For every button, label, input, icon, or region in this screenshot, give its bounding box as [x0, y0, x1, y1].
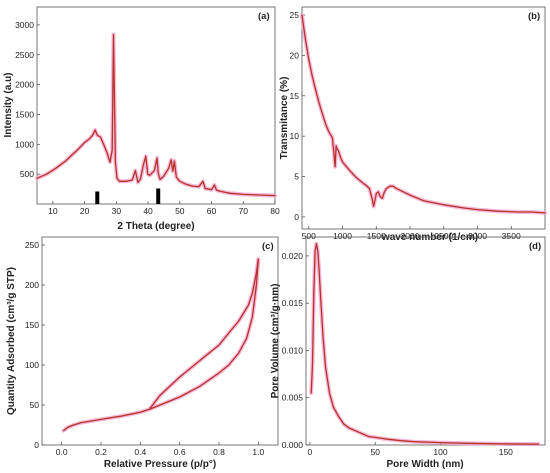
ytick-label: 100	[25, 360, 39, 370]
ytick-label: 2000	[15, 80, 34, 90]
panel-d: (d) Pore Width (nm) Pore Volume (cm³/g·n…	[270, 236, 546, 470]
xtick-label: 10	[48, 206, 58, 216]
panel-b-ticks: 500 1000 1500 2000 2500 3000 3500 0 5 10 15 20 25	[290, 10, 521, 241]
ytick-label: 0.020	[282, 251, 304, 261]
series-line	[149, 258, 259, 409]
panel-d-label: (d)	[529, 241, 541, 252]
panel-a-lines	[36, 33, 276, 197]
panel-c-xlabel: Relative Pressure (p/p°)	[104, 459, 216, 470]
xtick-label: 0	[308, 447, 313, 457]
xtick-label: 2500	[434, 231, 453, 241]
series-halo	[300, 13, 547, 215]
xtick-label: 50	[175, 206, 185, 216]
panel-d-frame	[305, 236, 546, 446]
xtick-label: 0.2	[95, 447, 107, 457]
ytick-label: 15	[290, 91, 300, 101]
ytick-label: 1500	[15, 109, 34, 119]
panel-b-halo	[300, 13, 547, 215]
panel-d-halo	[309, 241, 541, 447]
panel-d-lines	[310, 242, 540, 445]
panel-a-frame	[36, 6, 276, 205]
xtick-label: 3000	[468, 231, 487, 241]
panel-b-lines	[301, 14, 546, 214]
ytick-label: 5	[294, 172, 299, 182]
ytick-label: 500	[20, 169, 34, 179]
xtick-label: 50	[370, 447, 380, 457]
panel-a-ylabel: Intensity (a.u)	[3, 72, 14, 137]
ytick-label: 0.015	[282, 298, 304, 308]
ytick-label: 50	[30, 400, 40, 410]
ytick-label: 150	[25, 320, 39, 330]
panel-a-markers	[95, 188, 161, 204]
ytick-label: 10	[290, 131, 300, 141]
panel-c: (c) Relative Pressure (p/p°) Quantity Ad…	[6, 236, 279, 470]
panel-b-label: (b)	[528, 11, 540, 22]
xtick-label: 3500	[502, 231, 521, 241]
panel-b: (b) wave number (1/cm) Transmitance (%) …	[279, 6, 547, 243]
ytick-label: 0	[34, 440, 39, 450]
xtick-label: 0.6	[174, 447, 186, 457]
panel-a-label: (a)	[258, 11, 270, 22]
xtick-label: 20	[80, 206, 90, 216]
ytick-label: 250	[25, 240, 39, 250]
xtick-label: 30	[112, 206, 122, 216]
xtick-label: 60	[207, 206, 217, 216]
xtick-label: 0.4	[134, 447, 146, 457]
ytick-label: 20	[290, 50, 300, 60]
xtick-label: 2000	[401, 231, 420, 241]
ytick-label: 25	[290, 10, 300, 20]
panel-a-xlabel: 2 Theta (degree)	[117, 221, 194, 232]
ytick-label: 0	[294, 212, 299, 222]
panel-c-label: (c)	[262, 241, 274, 252]
reference-marker	[95, 191, 100, 204]
xtick-label: 70	[239, 206, 249, 216]
panel-b-xlabel: wave number (1/cm)	[381, 232, 478, 243]
xtick-label: 1.0	[252, 447, 264, 457]
panel-c-frame	[41, 236, 279, 446]
panel-d-ylabel: Pore Volume (cm³/g·nm)	[270, 284, 281, 399]
ytick-label: 3000	[15, 20, 34, 30]
xtick-label: 100	[433, 447, 447, 457]
ytick-label: 2500	[15, 50, 34, 60]
ytick-label: 0.000	[282, 440, 304, 450]
ytick-label: 0.005	[282, 393, 304, 403]
panel-b-frame	[301, 6, 546, 230]
series-halo	[309, 241, 541, 447]
xtick-label: 40	[143, 206, 153, 216]
panel-d-ticks: 0 50 100 150 0.000 0.005 0.010 0.015 0.020	[282, 251, 513, 457]
series-halo	[148, 257, 261, 411]
panel-a-ticks: 10 20 30 40 50 60 70 80 500 1000 1500 2000 2500 3000	[15, 20, 280, 216]
xtick-label: 80	[270, 206, 280, 216]
panel-c-ticks: 0.0 0.2 0.4 0.6 0.8 1.0 0 50 100 150 200 250	[25, 240, 265, 457]
panel-a-halo	[35, 32, 277, 198]
xtick-label: 1500	[367, 231, 386, 241]
panel-a: (a) 2 Theta (degree) Intensity (a.u) 10 2…	[3, 6, 280, 232]
panel-d-xlabel: Pore Width (nm)	[386, 459, 463, 470]
series-line	[36, 33, 276, 197]
series-halo	[35, 32, 277, 198]
ytick-label: 0.010	[282, 345, 304, 355]
series-line	[301, 14, 546, 214]
series-line	[62, 258, 259, 432]
xtick-label: 0.0	[56, 447, 68, 457]
xtick-label: 1000	[333, 231, 352, 241]
panel-c-ylabel: Quantity Adsorbed (cm³/g STP)	[6, 267, 17, 415]
reference-marker	[156, 188, 161, 204]
panel-b-ylabel: Transmitance (%)	[279, 77, 290, 160]
xtick-label: 500	[302, 231, 316, 241]
panel-c-lines	[62, 258, 259, 432]
xtick-label: 150	[499, 447, 513, 457]
ytick-label: 1000	[15, 139, 34, 149]
series-line	[310, 242, 540, 445]
xtick-label: 0.8	[213, 447, 225, 457]
ytick-label: 200	[25, 280, 39, 290]
